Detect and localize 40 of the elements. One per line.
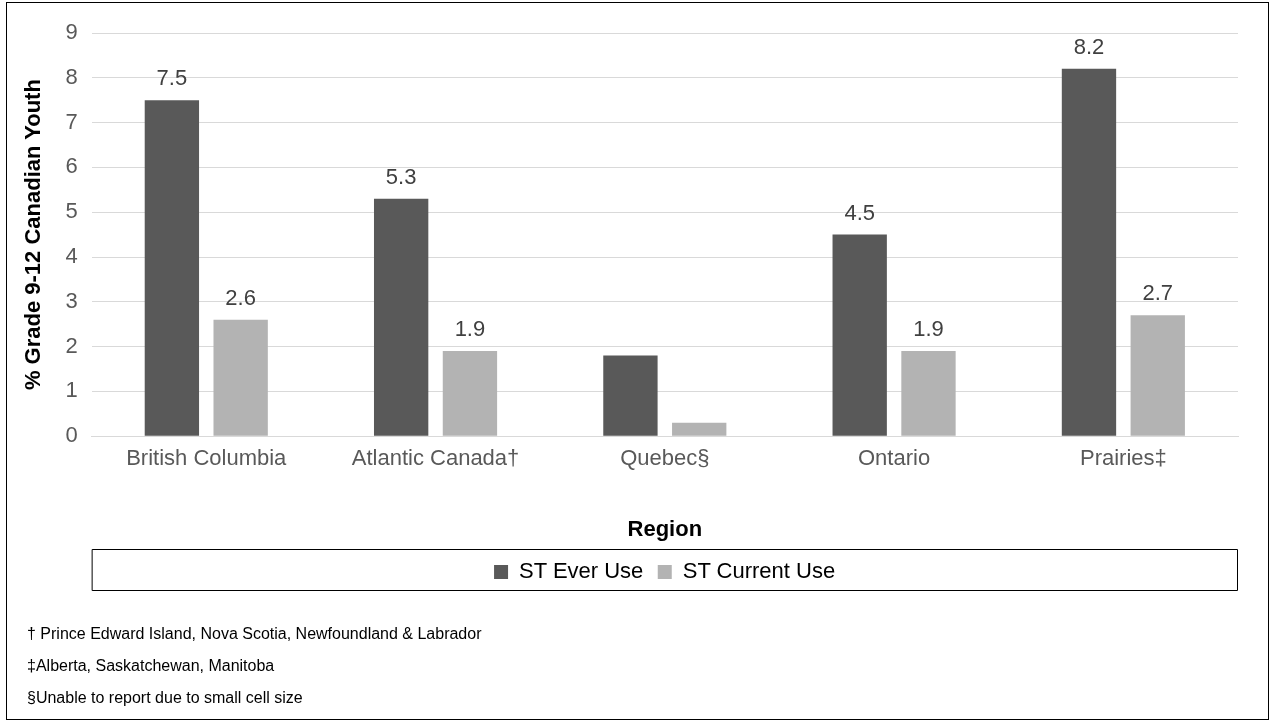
data-label: 8.2 [1073, 33, 1105, 59]
data-label: 5.3 [385, 163, 417, 189]
x-tick-label: Quebec§ [620, 445, 710, 471]
text: ‡Alberta, Saskatchewan, Manitoba [27, 656, 276, 676]
x-tick-label: British Columbia [126, 445, 288, 471]
data-label: 4.5 [844, 199, 875, 225]
y-tick-label: 2 [65, 332, 78, 358]
bar [1061, 68, 1117, 436]
data-label: 1.9 [454, 316, 486, 342]
x-tick-label: Prairies‡ [1079, 445, 1167, 471]
y-tick-label: 7 [65, 108, 78, 134]
y-tick-label: 9 [65, 19, 78, 45]
x-tick-label: Ontario [858, 445, 931, 471]
y-tick-label: 1 [65, 377, 78, 403]
data-label: 2.6 [225, 284, 256, 310]
y-tick-label: 0 [65, 422, 78, 448]
y-tick-label: 3 [65, 287, 78, 313]
x-axis-title: Region [627, 515, 703, 541]
x-tick-label: Atlantic Canada† [351, 445, 520, 471]
legend-label: ST Ever Use [519, 558, 644, 584]
bar [1130, 315, 1185, 436]
y-axis-title: % Grade 9-12 Canadian Youth [20, 79, 46, 391]
bar [442, 351, 498, 436]
bar [672, 422, 727, 436]
bar [373, 198, 429, 436]
bar [144, 100, 200, 436]
text: † Prince Edward Island, Nova Scotia, Newfoundland & Labrador [27, 624, 482, 644]
bar [213, 319, 268, 436]
data-label: 7.5 [156, 65, 188, 91]
bar [901, 351, 956, 436]
data-label: 2.7 [1142, 280, 1174, 306]
y-tick-label: 8 [65, 63, 78, 89]
legend-label: ST Current Use [682, 558, 836, 584]
y-tick-label: 5 [65, 198, 78, 224]
bar [603, 355, 658, 436]
text: §Unable to report due to small cell size [27, 688, 304, 708]
y-tick-label: 4 [65, 243, 78, 269]
y-tick-label: 6 [65, 153, 78, 179]
bar [832, 234, 887, 436]
data-label: 1.9 [913, 316, 944, 342]
